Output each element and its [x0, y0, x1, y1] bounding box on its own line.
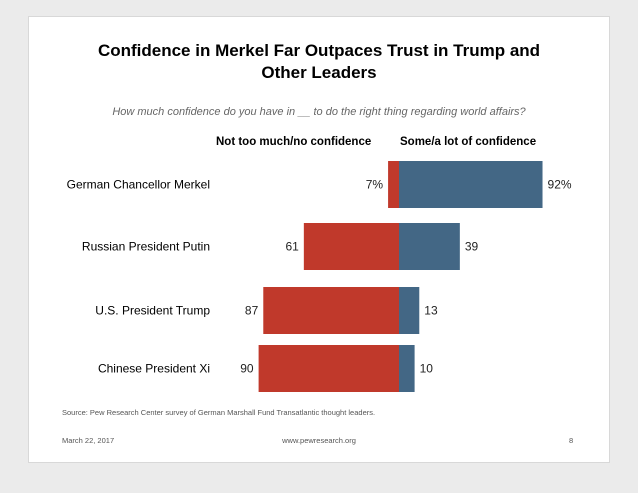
- legend-not-confident: Not too much/no confidence: [216, 136, 372, 148]
- category-label: German Chancellor Merkel: [67, 178, 210, 192]
- value-label-confident: 92%: [548, 178, 572, 192]
- chart-title-line-1: Confidence in Merkel Far Outpaces Trust …: [97, 41, 541, 60]
- category-label: Chinese President Xi: [98, 362, 210, 376]
- category-label: Russian President Putin: [82, 240, 210, 254]
- value-label-confident: 39: [465, 240, 479, 254]
- chart-title-line-2: Other Leaders: [261, 63, 377, 82]
- bar-not-confident: [303, 223, 399, 270]
- bar-confident: [399, 223, 460, 270]
- chart-title: Confidence in Merkel Far Outpaces Trust …: [0, 40, 638, 84]
- bar-confident: [399, 345, 415, 392]
- value-label-not-confident: 61: [285, 240, 299, 254]
- chart-subtitle: How much confidence do you have in __ to…: [112, 106, 526, 118]
- value-label-not-confident: 87: [245, 304, 259, 318]
- footer-page-number: 8: [569, 436, 574, 445]
- legend-confident: Some/a lot of confidence: [400, 136, 537, 148]
- source-note: Source: Pew Research Center survey of Ge…: [62, 408, 376, 417]
- bar-not-confident: [258, 345, 399, 392]
- footer-date: March 22, 2017: [62, 436, 115, 445]
- value-label-not-confident: 90: [240, 362, 254, 376]
- bar-confident: [399, 161, 543, 208]
- bar-not-confident: [388, 161, 399, 208]
- footer-url: www.pewresearch.org: [282, 436, 356, 445]
- value-label-confident: 13: [424, 304, 438, 318]
- bar-not-confident: [263, 287, 399, 334]
- bar-confident: [399, 287, 420, 334]
- value-label-confident: 10: [420, 362, 434, 376]
- value-label-not-confident: 7%: [366, 178, 384, 192]
- category-label: U.S. President Trump: [95, 304, 210, 318]
